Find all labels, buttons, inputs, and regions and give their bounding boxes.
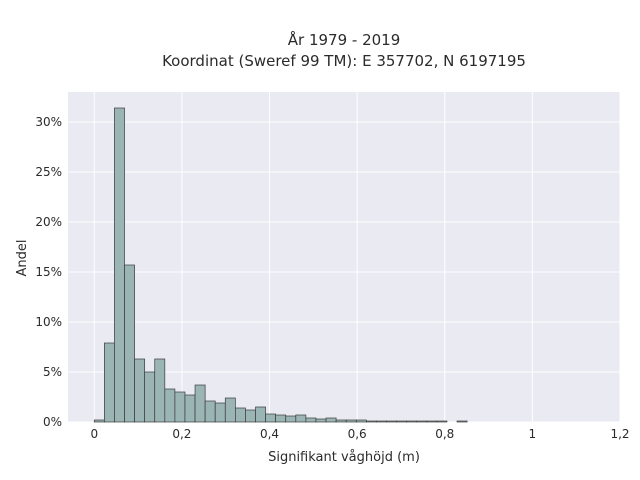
histogram-bars <box>93 107 468 423</box>
histogram-bar <box>376 420 387 423</box>
x-tick-label: 1 <box>529 427 537 441</box>
histogram-bar <box>174 391 186 423</box>
histogram-bar <box>295 414 307 423</box>
y-tick-label: 20% <box>35 215 62 229</box>
x-tick-label: 0,6 <box>348 427 367 441</box>
histogram-bar <box>204 400 216 423</box>
y-axis-ticks: 0% 5% 10% 15% 20% 25% 30% <box>35 115 62 429</box>
histogram-bar <box>144 371 156 423</box>
histogram-bar <box>426 420 438 423</box>
histogram-bar <box>275 414 287 423</box>
histogram-bar <box>265 413 277 423</box>
x-tick-label: 0,8 <box>435 427 454 441</box>
histogram-bar <box>184 394 196 423</box>
chart-title-line-2: Koordinat (Sweref 99 TM): E 357702, N 61… <box>162 52 526 70</box>
histogram-bar <box>104 342 115 423</box>
histogram-bar <box>224 397 236 423</box>
y-tick-label: 15% <box>35 265 62 279</box>
histogram-bar <box>164 388 176 423</box>
histogram-bar <box>214 402 226 423</box>
histogram-bar <box>245 409 256 423</box>
y-tick-label: 10% <box>35 315 62 329</box>
histogram-bar <box>134 358 146 423</box>
x-tick-label: 0,4 <box>260 427 279 441</box>
histogram-bar <box>406 420 418 423</box>
histogram-bar <box>154 358 166 423</box>
histogram-bar <box>345 419 357 423</box>
x-tick-label: 0 <box>90 427 98 441</box>
histogram-bar <box>255 406 266 423</box>
y-tick-label: 0% <box>43 415 62 429</box>
histogram-bar <box>305 417 317 423</box>
histogram-bar <box>365 420 377 423</box>
y-tick-label: 30% <box>35 115 62 129</box>
histogram-bar <box>386 420 397 423</box>
histogram-bar <box>124 264 135 423</box>
y-tick-label: 5% <box>43 365 62 379</box>
histogram-bar <box>93 419 105 423</box>
histogram-bar <box>285 415 297 423</box>
histogram-bar <box>315 418 327 423</box>
histogram-bar <box>194 384 206 423</box>
chart-title-line-1: År 1979 - 2019 <box>288 30 401 49</box>
y-axis-label: Andel <box>15 240 30 277</box>
histogram-bar <box>436 420 448 423</box>
histogram-bar <box>335 419 347 423</box>
x-axis-ticks: 0 0,2 0,4 0,6 0,8 1 1,2 <box>90 427 629 441</box>
histogram-bar <box>416 420 428 423</box>
histogram-bar <box>456 420 468 423</box>
histogram-bar <box>355 419 367 423</box>
histogram-bar <box>235 407 246 423</box>
histogram-bar <box>114 107 125 423</box>
y-tick-label: 25% <box>35 165 62 179</box>
histogram-bar <box>396 420 407 423</box>
x-tick-label: 1,2 <box>610 427 629 441</box>
x-axis-label: Signifikant våghöjd (m) <box>268 450 420 465</box>
histogram-bar <box>325 417 337 423</box>
x-tick-label: 0,2 <box>172 427 191 441</box>
